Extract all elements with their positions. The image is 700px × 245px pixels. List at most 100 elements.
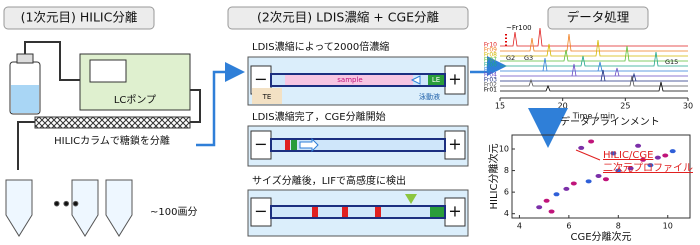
arrow bbox=[410, 75, 421, 85]
point bbox=[588, 139, 595, 144]
detector bbox=[405, 194, 417, 204]
step-caption: サイズ分離後，LIFで高感度に検出 bbox=[252, 174, 406, 187]
minus: − bbox=[254, 135, 267, 154]
point bbox=[553, 192, 560, 197]
band bbox=[430, 207, 444, 217]
trace bbox=[500, 45, 688, 62]
bottle bbox=[9, 41, 80, 115]
point bbox=[570, 181, 577, 186]
fraction-label: Fr08 bbox=[484, 52, 497, 59]
point bbox=[669, 149, 676, 154]
point bbox=[595, 173, 602, 178]
point bbox=[640, 157, 647, 162]
x-tick-label: 30 bbox=[683, 102, 693, 111]
te-label: TE bbox=[262, 93, 272, 101]
panel-title: (1次元目) HILIC分離 bbox=[21, 10, 138, 25]
point bbox=[654, 155, 661, 160]
tube bbox=[190, 89, 201, 123]
point bbox=[647, 163, 654, 168]
plus: + bbox=[448, 70, 461, 89]
te-zone bbox=[252, 88, 282, 104]
top-label: ~Fr100 bbox=[506, 24, 532, 32]
fraction-label: Fr07 bbox=[484, 57, 497, 64]
alignment-label: データアラインメント bbox=[560, 115, 660, 128]
step-caption: LDIS濃縮によって2000倍濃縮 bbox=[252, 40, 389, 53]
annotation-line bbox=[575, 149, 601, 161]
fraction-label: Fr03 bbox=[484, 77, 497, 84]
y-tick-label: 4 bbox=[504, 209, 509, 218]
point bbox=[536, 205, 543, 210]
band bbox=[375, 207, 381, 217]
point bbox=[615, 168, 622, 173]
fraction-label: Fr09 bbox=[484, 47, 497, 54]
trace bbox=[500, 51, 688, 67]
sample-zone bbox=[285, 75, 413, 85]
x-axis-label: CGE分離次元 bbox=[570, 230, 631, 243]
plot-frame bbox=[511, 134, 691, 219]
fractions-label: ~100画分 bbox=[150, 206, 197, 218]
band bbox=[312, 207, 318, 217]
trace bbox=[500, 81, 688, 92]
y-tick-label: 10 bbox=[499, 145, 509, 154]
point bbox=[563, 186, 570, 191]
arrow bbox=[299, 137, 319, 153]
point bbox=[548, 209, 555, 214]
panel-title: データ処理 bbox=[567, 10, 630, 25]
x-tick-label: 8 bbox=[616, 222, 621, 231]
point bbox=[602, 177, 609, 182]
step-caption: LDIS濃縮完了，CGE分離開始 bbox=[252, 110, 386, 123]
peak-label: G3 bbox=[524, 54, 533, 62]
minus: − bbox=[254, 202, 267, 221]
pump-screen bbox=[89, 59, 127, 83]
fraction-label: Fr05 bbox=[484, 67, 497, 74]
x-tick-label: 6 bbox=[566, 222, 571, 231]
plus: + bbox=[448, 202, 461, 221]
band bbox=[285, 140, 290, 150]
y-tick-label: 8 bbox=[504, 166, 509, 175]
tube bbox=[17, 121, 35, 170]
annotation: 二次元プロファイル bbox=[603, 161, 693, 174]
trace bbox=[500, 69, 688, 82]
point bbox=[662, 153, 669, 158]
column bbox=[34, 116, 191, 129]
point bbox=[635, 143, 642, 148]
peak-label: G2 bbox=[506, 54, 515, 62]
panel-title: (2次元目) LDIS濃縮 + CGE分離 bbox=[257, 10, 440, 25]
x-axis-label: Time / min bbox=[572, 112, 615, 121]
buffer-label: 泳動液 bbox=[419, 92, 440, 101]
plus: + bbox=[448, 135, 461, 154]
band bbox=[291, 140, 297, 150]
x-tick-label: 4 bbox=[517, 222, 522, 231]
title-box bbox=[3, 6, 155, 30]
title-box bbox=[227, 6, 469, 30]
fraction-label: Fr02 bbox=[484, 82, 497, 89]
x-tick-label: 10 bbox=[663, 222, 673, 231]
band bbox=[342, 207, 348, 217]
fraction-label: Fr04 bbox=[484, 72, 497, 79]
trace bbox=[500, 27, 688, 47]
minus: − bbox=[254, 70, 267, 89]
point bbox=[585, 179, 592, 184]
point bbox=[627, 166, 634, 171]
trace bbox=[500, 39, 688, 57]
annotation: HILIC/CGE bbox=[603, 150, 653, 161]
x-tick-label: 15 bbox=[495, 102, 505, 111]
peak-label: G15 bbox=[665, 58, 678, 66]
fraction-label: Fr10 bbox=[484, 42, 497, 49]
x-tick-label: 20 bbox=[558, 102, 568, 111]
trace bbox=[500, 75, 688, 87]
le-zone bbox=[428, 75, 444, 85]
capillary bbox=[270, 205, 446, 219]
point bbox=[543, 198, 550, 203]
x-tick-label: 25 bbox=[620, 102, 630, 111]
flow-arrow bbox=[196, 62, 245, 147]
svg-text:•••: ••• bbox=[52, 195, 80, 214]
trace bbox=[500, 63, 688, 77]
title-box bbox=[547, 6, 649, 30]
column-label: HILICカラムで糖鎖を分離 bbox=[54, 134, 170, 147]
capillary bbox=[270, 138, 446, 152]
y-tick-label: 6 bbox=[504, 188, 509, 197]
le-label: LE bbox=[432, 76, 440, 84]
fraction-tubes: ••• bbox=[5, 179, 133, 237]
